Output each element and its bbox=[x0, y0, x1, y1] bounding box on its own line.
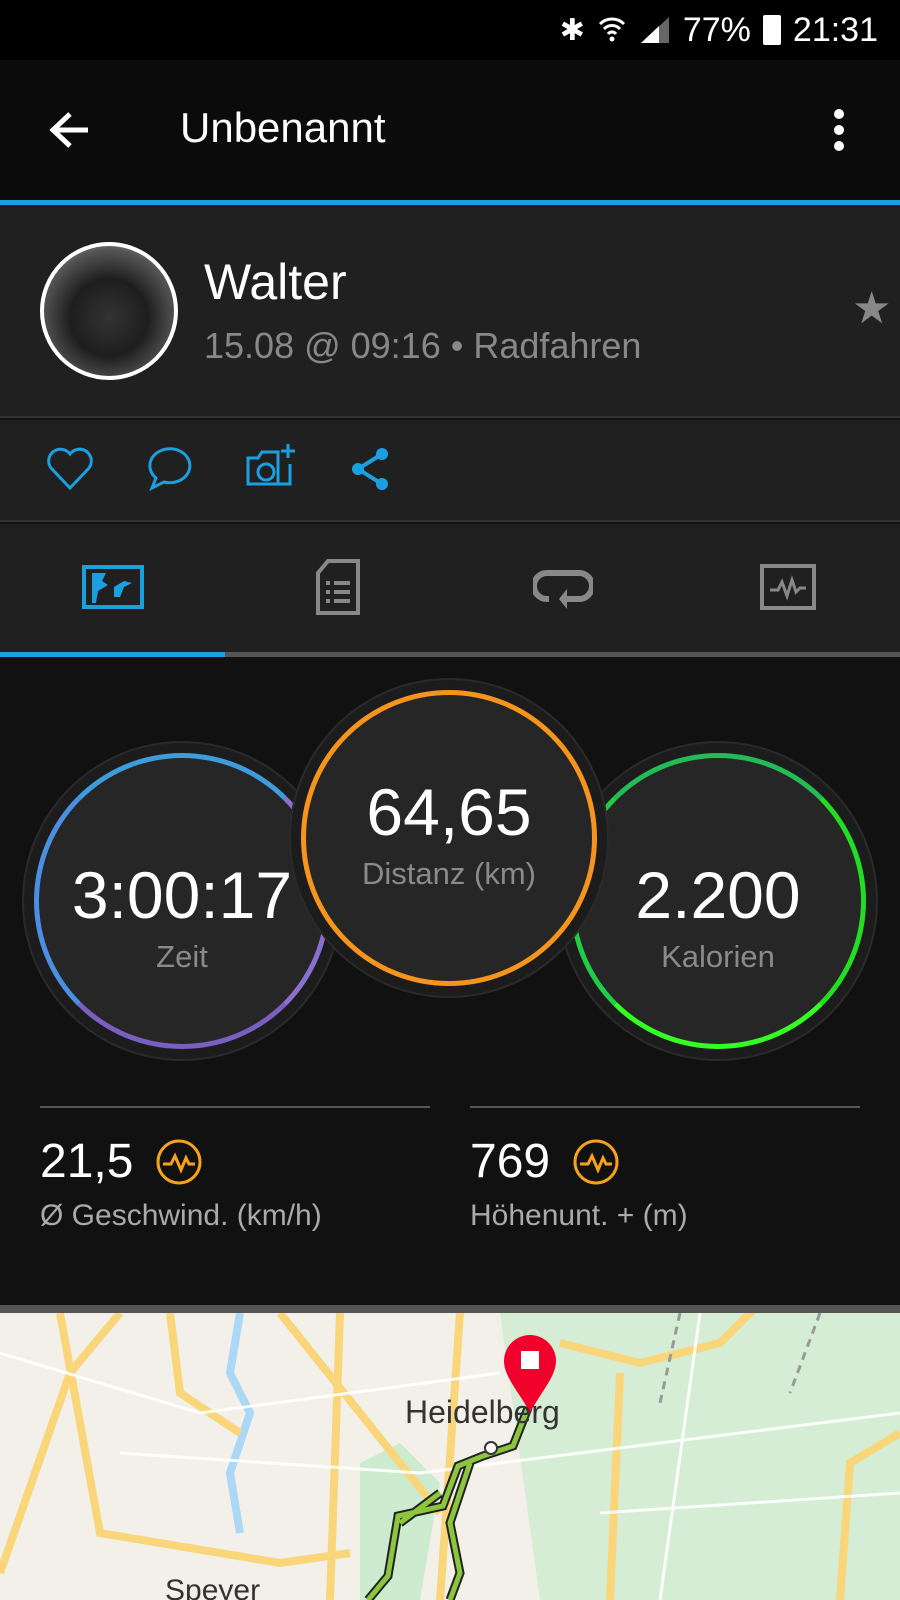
clock: 21:31 bbox=[792, 10, 878, 49]
status-bar: ✱ 77% 21:31 bbox=[0, 0, 900, 60]
avatar[interactable] bbox=[40, 242, 178, 380]
page-title: Unbenannt bbox=[180, 104, 386, 151]
time-value: 3:00:17 bbox=[71, 858, 293, 932]
heart-icon[interactable] bbox=[46, 446, 94, 492]
map-divider bbox=[0, 1305, 900, 1313]
arrow-left-icon[interactable] bbox=[48, 110, 92, 150]
overview-map-icon bbox=[81, 565, 144, 609]
app-bar: Unbenannt bbox=[0, 60, 900, 202]
chart-icon bbox=[759, 564, 816, 610]
accent-divider bbox=[0, 200, 900, 205]
finish-marker-icon[interactable] bbox=[504, 1335, 556, 1413]
battery-icon bbox=[762, 15, 781, 45]
user-name[interactable]: Walter bbox=[204, 254, 347, 310]
elevation-value: 769 bbox=[470, 1135, 551, 1188]
tab-charts[interactable] bbox=[675, 524, 900, 650]
tab-bar bbox=[0, 524, 900, 656]
battery-percent: 77% bbox=[682, 10, 751, 49]
tab-underline bbox=[0, 652, 900, 657]
route-map[interactable]: Heidelberg Speyer bbox=[0, 1313, 900, 1600]
tab-laps[interactable] bbox=[450, 524, 675, 650]
distance-ring: 64,65 Distanz (km) bbox=[301, 690, 597, 986]
activity-header: Walter 15.08 @ 09:16 • Radfahren ★ bbox=[0, 205, 900, 418]
elevation-stat[interactable]: 769 Höhenunt. + (m) bbox=[470, 1106, 860, 1233]
time-ring: 3:00:17 Zeit bbox=[34, 753, 330, 1049]
calories-value: 2.200 bbox=[635, 858, 801, 932]
avg-speed-value: 21,5 bbox=[40, 1135, 134, 1188]
bluetooth-icon: ✱ bbox=[559, 13, 585, 47]
details-icon bbox=[315, 559, 360, 615]
distance-value: 64,65 bbox=[366, 775, 532, 849]
tab-overview[interactable] bbox=[0, 524, 225, 650]
signal-icon bbox=[640, 17, 669, 43]
wifi-icon bbox=[598, 17, 625, 42]
activity-meta: 15.08 @ 09:16 • Radfahren bbox=[204, 325, 642, 366]
laps-icon bbox=[532, 570, 593, 609]
avg-speed-stat[interactable]: 21,5 Ø Geschwind. (km/h) bbox=[40, 1106, 430, 1233]
map-label-speyer: Speyer bbox=[165, 1574, 260, 1600]
comment-icon[interactable] bbox=[144, 444, 196, 494]
add-photo-icon[interactable] bbox=[244, 442, 298, 494]
active-tab-indicator bbox=[0, 652, 225, 657]
map-canvas: Heidelberg Speyer bbox=[0, 1313, 900, 1600]
map-label-heidelberg: Heidelberg bbox=[405, 1394, 560, 1430]
distance-label: Distanz (km) bbox=[362, 856, 536, 891]
elevation-label: Höhenunt. + (m) bbox=[470, 1199, 688, 1232]
badge-pulse-icon bbox=[156, 1139, 202, 1184]
action-bar bbox=[0, 420, 900, 522]
more-vert-icon[interactable] bbox=[832, 108, 846, 152]
time-label: Zeit bbox=[156, 939, 208, 974]
calories-label: Kalorien bbox=[661, 939, 775, 974]
calories-ring: 2.200 Kalorien bbox=[570, 753, 866, 1049]
star-icon[interactable]: ★ bbox=[852, 284, 892, 333]
share-icon[interactable] bbox=[348, 446, 392, 492]
badge-pulse-icon bbox=[573, 1139, 619, 1184]
avg-speed-label: Ø Geschwind. (km/h) bbox=[40, 1199, 322, 1232]
tab-details[interactable] bbox=[225, 524, 450, 650]
